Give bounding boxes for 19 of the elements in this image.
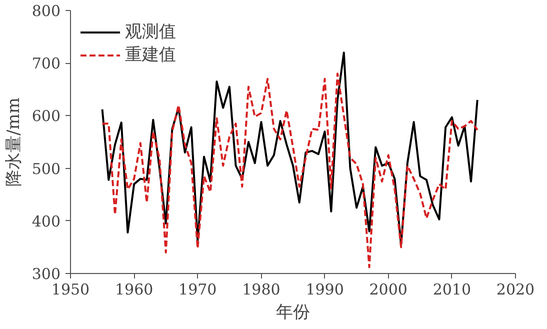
x-tick-label: 2000 — [369, 280, 408, 298]
y-tick-label: 600 — [32, 107, 61, 126]
x-tick-label: 1960 — [114, 280, 154, 298]
y-tick-label: 800 — [32, 2, 61, 20]
x-tick-label: 1970 — [178, 280, 217, 298]
y-tick-label: 400 — [32, 212, 61, 230]
y-tick-label: 500 — [32, 160, 61, 178]
legend-label: 重建值 — [125, 44, 176, 66]
x-tick-label: 2010 — [432, 280, 472, 298]
line-series — [101, 72, 478, 268]
y-axis-title: 降水量/mm — [4, 98, 24, 186]
y-tick-label: 700 — [32, 54, 61, 73]
x-tick-label: 2020 — [496, 280, 535, 298]
x-tick-label: 1950 — [51, 280, 90, 298]
legend-label: 观测值 — [125, 21, 176, 43]
x-tick-label: 1980 — [242, 280, 280, 298]
x-axis-title: 年份 — [276, 302, 310, 322]
x-tick-label: 1990 — [306, 280, 344, 298]
y-tick-label: 300 — [32, 265, 61, 283]
